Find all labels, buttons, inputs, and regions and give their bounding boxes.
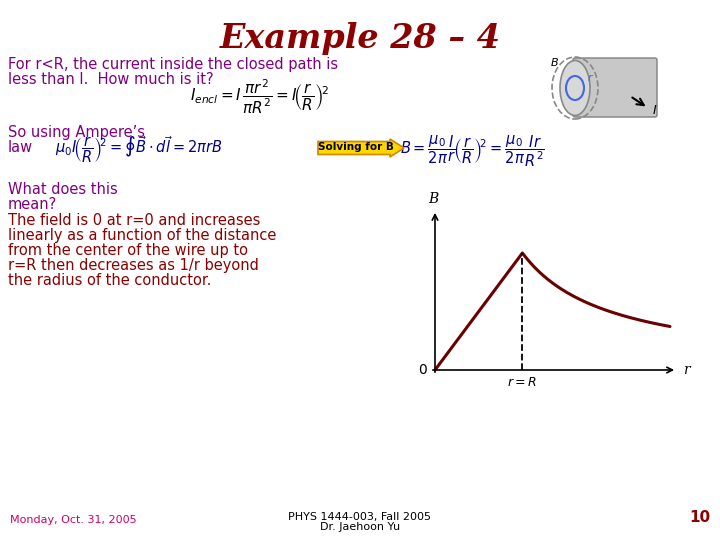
Text: law: law [8, 140, 33, 155]
Text: I: I [653, 104, 657, 117]
Text: PHYS 1444-003, Fall 2005: PHYS 1444-003, Fall 2005 [289, 512, 431, 522]
Text: $\mu_0 I\!\left(\dfrac{r}{R}\right)^{\!2} = \oint \vec{B}\cdot d\vec{l} = 2\pi r: $\mu_0 I\!\left(\dfrac{r}{R}\right)^{\!2… [55, 134, 222, 165]
Text: $I_{encl} = I\,\dfrac{\pi r^2}{\pi R^2} = I\!\left(\dfrac{r}{R}\right)^{\!2}$: $I_{encl} = I\,\dfrac{\pi r^2}{\pi R^2} … [190, 78, 329, 116]
Text: $B = \dfrac{\mu_0}{2\pi}\dfrac{I}{r}\!\left(\dfrac{r}{R}\right)^{\!2} = \dfrac{\: $B = \dfrac{\mu_0}{2\pi}\dfrac{I}{r}\!\l… [400, 134, 545, 169]
Text: r=R then decreases as 1/r beyond: r=R then decreases as 1/r beyond [8, 258, 259, 273]
Text: Example 28 – 4: Example 28 – 4 [220, 22, 500, 55]
Text: less than I.  How much is it?: less than I. How much is it? [8, 72, 214, 87]
Text: the radius of the conductor.: the radius of the conductor. [8, 273, 212, 288]
Text: linearly as a function of the distance: linearly as a function of the distance [8, 228, 276, 243]
Text: Monday, Oct. 31, 2005: Monday, Oct. 31, 2005 [10, 515, 137, 525]
FancyArrow shape [318, 139, 404, 157]
Text: from the center of the wire up to: from the center of the wire up to [8, 243, 248, 258]
Text: r: r [588, 73, 593, 83]
Text: 10: 10 [689, 510, 710, 525]
Text: B: B [428, 192, 438, 206]
FancyBboxPatch shape [573, 58, 657, 117]
Ellipse shape [560, 60, 590, 116]
Text: B: B [552, 58, 559, 68]
Text: 0: 0 [418, 363, 427, 377]
Text: r: r [683, 363, 690, 377]
Text: So using Ampere’s: So using Ampere’s [8, 125, 145, 140]
Text: For r<R, the current inside the closed path is: For r<R, the current inside the closed p… [8, 57, 338, 72]
Text: What does this: What does this [8, 182, 118, 197]
Text: mean?: mean? [8, 197, 58, 212]
Text: $r=R$: $r=R$ [508, 376, 537, 389]
Text: The field is 0 at r=0 and increases: The field is 0 at r=0 and increases [8, 213, 261, 228]
Text: Dr. Jaehoon Yu: Dr. Jaehoon Yu [320, 522, 400, 532]
Text: Solving for B: Solving for B [318, 143, 394, 152]
